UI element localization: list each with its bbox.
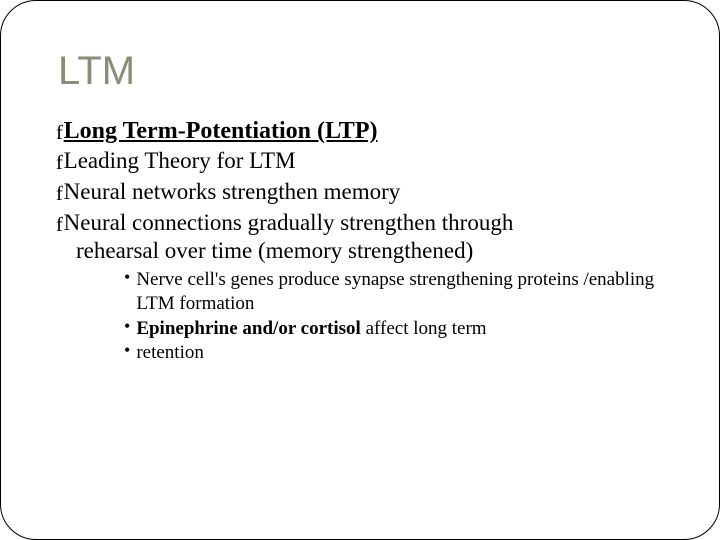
swirl-bullet-icon: f — [56, 184, 63, 204]
l2-text: Neural connections gradually strengthen … — [64, 210, 514, 235]
l2-text-cont: rehearsal over time (memory strengthened… — [76, 237, 669, 266]
bullet-level2: fNeural networks strengthen memory — [56, 178, 669, 207]
l3-pre: Nerve cell's genes produce synapse stren… — [136, 269, 654, 314]
level3-group: • Nerve cell's genes produce synapse str… — [124, 268, 669, 365]
bullet-level3: • retention — [124, 341, 669, 365]
l3-text: Epinephrine and/or cortisol affect long … — [136, 317, 669, 341]
l3-pre: retention — [136, 342, 204, 363]
l3-text: retention — [136, 341, 669, 365]
l3-bold: Epinephrine and/or cortisol — [136, 318, 361, 339]
slide-title: LTM — [58, 49, 669, 94]
l2-text: Neural networks strengthen memory — [64, 179, 401, 204]
swirl-bullet-icon: f — [56, 215, 63, 235]
l1-text: Long Term-Potentiation (LTP) — [64, 118, 378, 144]
swirl-bullet-icon: f — [56, 153, 63, 173]
bullet-level3: • Nerve cell's genes produce synapse str… — [124, 268, 669, 316]
swirl-bullet-icon: f — [56, 123, 63, 143]
bullet-level2: fNeural connections gradually strengthen… — [56, 209, 669, 267]
bullet-level1: fLong Term-Potentiation (LTP) — [56, 118, 669, 145]
l3-post: affect long term — [361, 318, 487, 339]
dot-bullet-icon: • — [124, 268, 130, 286]
l2-text: Leading Theory for LTM — [64, 148, 296, 173]
l3-text: Nerve cell's genes produce synapse stren… — [136, 268, 669, 316]
bullet-level3: • Epinephrine and/or cortisol affect lon… — [124, 317, 669, 341]
bullet-level2: fLeading Theory for LTM — [56, 147, 669, 176]
dot-bullet-icon: • — [124, 341, 130, 359]
slide-frame: LTM fLong Term-Potentiation (LTP) fLeadi… — [0, 0, 720, 540]
dot-bullet-icon: • — [124, 317, 130, 335]
